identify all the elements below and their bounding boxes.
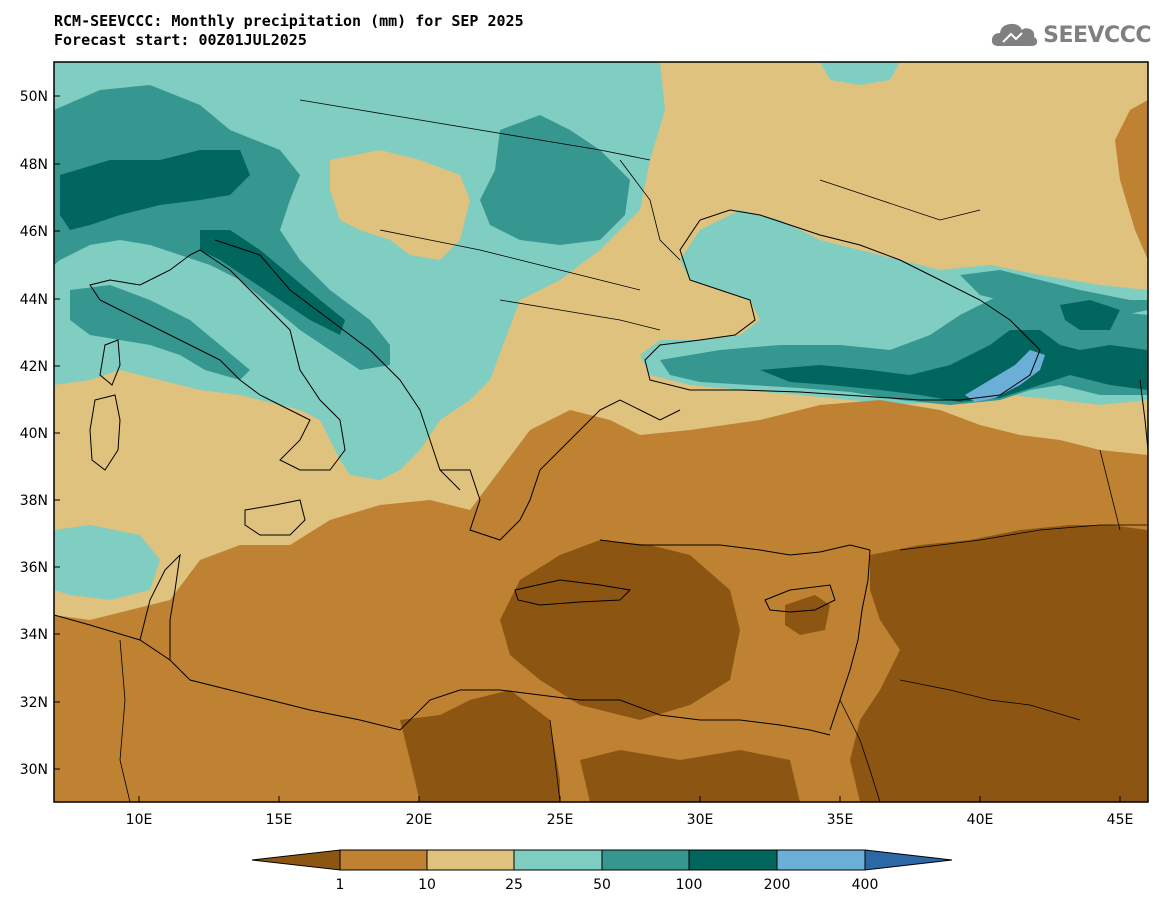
lat-label: 46N bbox=[20, 224, 48, 240]
precip-hole-hungary bbox=[330, 150, 470, 260]
lon-label: 30E bbox=[687, 812, 714, 828]
precip-region-below-1-libya bbox=[400, 690, 560, 802]
seevccc-logo: SEEVCCC bbox=[989, 20, 1151, 50]
lon-label: 35E bbox=[827, 812, 854, 828]
lat-label: 44N bbox=[20, 292, 48, 308]
colorbar-label: 10 bbox=[418, 877, 436, 893]
precip-region-below-1-east bbox=[850, 525, 1148, 802]
colorbar-segment bbox=[688, 849, 778, 871]
lon-label: 10E bbox=[126, 812, 153, 828]
precip-region-below-1-levant bbox=[500, 540, 740, 720]
colorbar-arrow-high bbox=[864, 849, 953, 871]
lat-axis: 50N 48N 46N 44N 42N 40N 38N 36N 34N 32N … bbox=[20, 89, 60, 778]
title-line-1: RCM-SEEVCCC: Monthly precipitation (mm) … bbox=[54, 12, 524, 30]
colorbar-label: 200 bbox=[764, 877, 791, 893]
precip-region-100-200-alps bbox=[60, 150, 250, 230]
lat-label: 50N bbox=[20, 89, 48, 105]
precipitation-field bbox=[54, 62, 1148, 802]
lat-label: 30N bbox=[20, 762, 48, 778]
lat-label: 36N bbox=[20, 560, 48, 576]
precip-region-below-1-egypt bbox=[580, 750, 800, 802]
precip-region-25-50-sardinia bbox=[54, 525, 160, 600]
colorbar: 1 10 25 50 100 200 400 bbox=[251, 849, 953, 893]
precip-region-below-1-cyprus bbox=[785, 595, 830, 635]
lon-label: 25E bbox=[547, 812, 574, 828]
precip-region-1-10-east bbox=[1115, 100, 1148, 260]
colorbar-segment bbox=[339, 849, 428, 871]
map-title: RCM-SEEVCCC: Monthly precipitation (mm) … bbox=[54, 12, 524, 50]
precip-region-50-100-carpathians bbox=[480, 115, 630, 245]
lat-label: 40N bbox=[20, 426, 48, 442]
colorbar-arrow-low bbox=[251, 849, 341, 871]
colorbar-segment bbox=[513, 849, 603, 871]
coastlines bbox=[54, 99, 1148, 802]
title-line-2: Forecast start: 00Z01JUL2025 bbox=[54, 31, 307, 49]
colorbar-label: 400 bbox=[852, 877, 879, 893]
precip-region-200-400 bbox=[965, 350, 1045, 402]
map-frame bbox=[53, 61, 1149, 803]
colorbar-label: 50 bbox=[593, 877, 611, 893]
lon-label: 45E bbox=[1107, 812, 1134, 828]
lon-axis: 10E 15E 20E 25E 30E 35E 40E 45E bbox=[126, 796, 1134, 828]
lon-label: 20E bbox=[406, 812, 433, 828]
lon-label: 15E bbox=[266, 812, 293, 828]
colorbar-segment bbox=[776, 849, 866, 871]
lat-label: 48N bbox=[20, 157, 48, 173]
lat-label: 38N bbox=[20, 493, 48, 509]
logo-text: SEEVCCC bbox=[1043, 22, 1151, 48]
precip-region-25-50-north bbox=[820, 62, 900, 85]
lat-label: 34N bbox=[20, 627, 48, 643]
colorbar-label: 100 bbox=[676, 877, 703, 893]
colorbar-label: 25 bbox=[505, 877, 523, 893]
precip-region-100-200-adriatic bbox=[200, 230, 345, 335]
precip-region-50-100-italy bbox=[70, 285, 250, 380]
precip-region-100-200-pontic bbox=[760, 330, 1148, 402]
cloud-icon bbox=[992, 23, 1038, 46]
lon-label: 40E bbox=[967, 812, 994, 828]
precip-region-100-200-caucasus bbox=[1060, 300, 1120, 330]
lat-label: 32N bbox=[20, 695, 48, 711]
colorbar-label: 1 bbox=[336, 877, 345, 893]
colorbar-segment bbox=[601, 849, 690, 871]
colorbar-segment bbox=[426, 849, 515, 871]
lat-label: 42N bbox=[20, 359, 48, 375]
